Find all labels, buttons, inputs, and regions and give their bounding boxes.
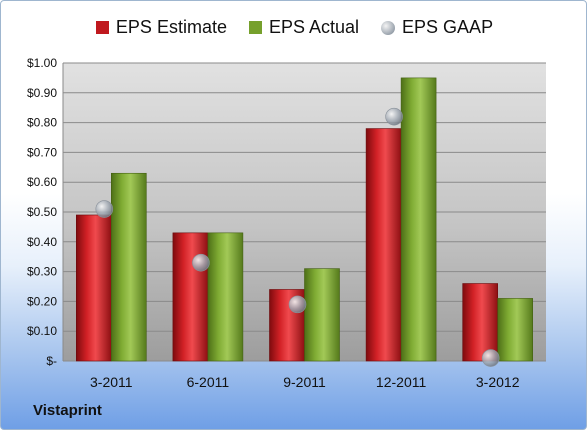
x-category-label: 3-2011 bbox=[90, 374, 133, 390]
y-tick-label: $1.00 bbox=[27, 56, 57, 70]
legend-swatch-gaap bbox=[381, 20, 396, 35]
y-tick-label: $- bbox=[46, 354, 57, 368]
bar-eps-estimate bbox=[172, 232, 209, 362]
legend-item-estimate: EPS Estimate bbox=[95, 17, 227, 38]
x-category-label: 9-2011 bbox=[283, 374, 326, 390]
marker-eps-gaap bbox=[192, 253, 210, 272]
x-category-label: 6-2011 bbox=[187, 374, 230, 390]
legend-label-gaap: EPS GAAP bbox=[402, 17, 494, 37]
y-axis-ticks: $1.00 $0.90 $0.80 $0.70 $0.60 $0.50 $0.40 $0.30… bbox=[27, 56, 57, 368]
x-axis-labels: 3-2011 6-2011 9-2011 12-2011 3-2012 bbox=[90, 374, 520, 390]
legend-item-gaap: EPS GAAP bbox=[381, 17, 493, 38]
legend-swatch-actual bbox=[248, 21, 262, 34]
bar-eps-actual bbox=[207, 232, 244, 362]
bars bbox=[76, 77, 534, 362]
bar-eps-estimate bbox=[365, 128, 402, 362]
legend-item-actual: EPS Actual bbox=[248, 17, 360, 38]
bar-eps-actual bbox=[400, 77, 437, 362]
marker-eps-gaap bbox=[385, 107, 403, 126]
company-name: Vistaprint bbox=[33, 402, 102, 419]
chart-legend: EPS Estimate EPS Actual EPS GAAP bbox=[1, 17, 586, 38]
y-tick-label: $0.10 bbox=[27, 324, 57, 338]
y-tick-label: $0.90 bbox=[27, 86, 57, 100]
x-category-label: 12-2011 bbox=[376, 374, 427, 390]
bar-eps-estimate bbox=[76, 214, 112, 362]
legend-label-actual: EPS Actual bbox=[268, 17, 360, 37]
y-tick-label: $0.40 bbox=[27, 235, 57, 249]
y-tick-label: $0.60 bbox=[27, 175, 57, 189]
bar-eps-estimate bbox=[462, 283, 499, 362]
y-tick-label: $0.20 bbox=[27, 294, 57, 308]
y-tick-label: $0.50 bbox=[27, 205, 57, 219]
legend-swatch-estimate bbox=[95, 21, 109, 34]
y-tick-label: $0.30 bbox=[27, 265, 57, 279]
legend-label-estimate: EPS Estimate bbox=[115, 17, 227, 37]
x-category-label: 3-2012 bbox=[476, 374, 520, 390]
bar-eps-actual bbox=[111, 172, 147, 362]
gaap-markers bbox=[95, 107, 500, 367]
marker-eps-gaap bbox=[95, 200, 114, 218]
marker-eps-gaap bbox=[481, 349, 500, 367]
marker-eps-gaap bbox=[288, 295, 307, 314]
y-tick-label: $0.70 bbox=[27, 145, 57, 159]
y-tick-label: $0.80 bbox=[27, 116, 57, 130]
bar-eps-actual bbox=[497, 298, 534, 362]
bar-eps-actual bbox=[304, 268, 340, 362]
